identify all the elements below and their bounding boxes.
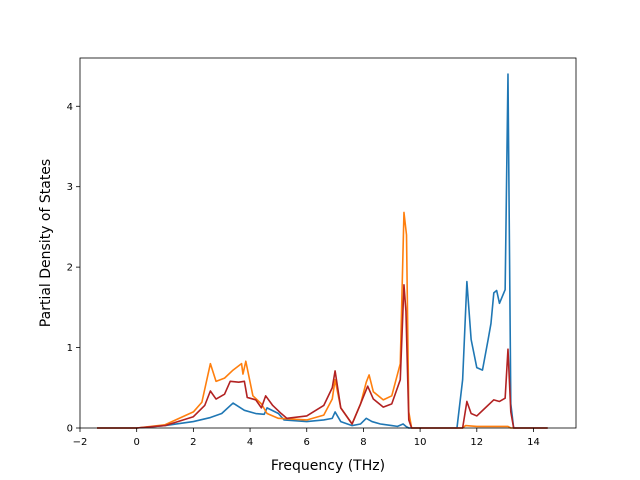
x-tick-label: 14: [527, 437, 540, 448]
y-tick-label: 2: [67, 263, 73, 274]
y-axis: 0 1 2 3 4: [67, 102, 80, 435]
series-line-3: [97, 284, 548, 429]
x-tick-label: 0: [133, 437, 139, 448]
x-axis-label: Frequency (THz): [271, 458, 385, 474]
y-tick-label: 4: [67, 102, 73, 113]
x-tick-label: 10: [414, 437, 427, 448]
plot-frame: [79, 57, 577, 429]
y-tick-label: 3: [67, 182, 73, 193]
x-tick-label: 12: [470, 437, 483, 448]
y-tick-label: 1: [67, 343, 73, 354]
y-tick-label: 0: [67, 424, 73, 435]
x-tick-label: 8: [360, 437, 366, 448]
y-axis-label: Partial Density of States: [38, 159, 54, 327]
x-axis: −2 0 2 4 6 8 10 12 14: [73, 428, 540, 448]
x-tick-label: −2: [73, 437, 88, 448]
series-layer: [97, 73, 548, 429]
x-tick-label: 4: [247, 437, 253, 448]
series-line-1: [97, 73, 548, 429]
series-line-2: [97, 211, 548, 429]
x-tick-label: 2: [190, 437, 196, 448]
x-tick-label: 6: [304, 437, 310, 448]
